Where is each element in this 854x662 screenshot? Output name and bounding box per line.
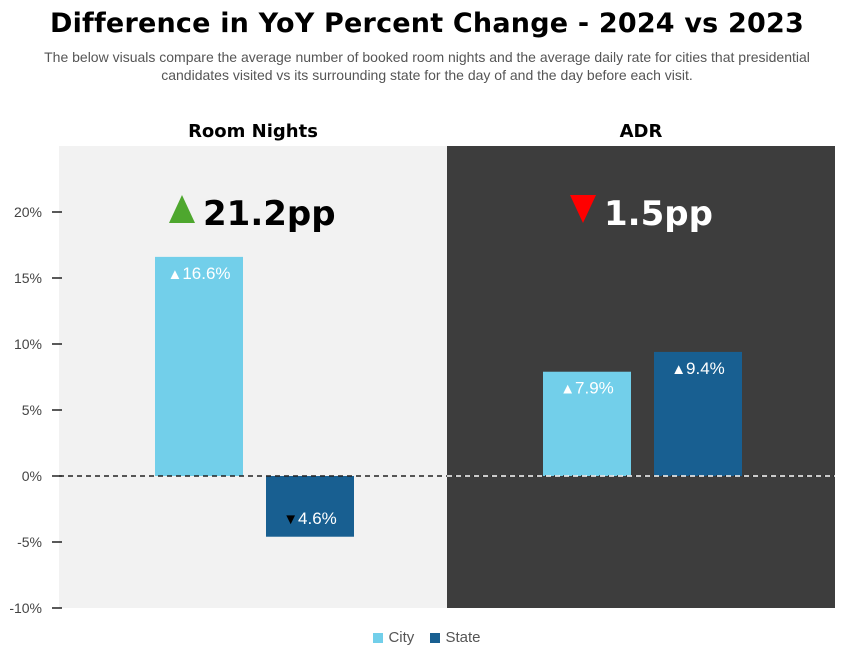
y-axis: 20% 15% 10% 5% 0% -5% -10% (9, 204, 62, 616)
data-label-value: 7.9% (575, 379, 614, 398)
legend: City State (0, 629, 854, 647)
data-label: ▲9.4% (671, 359, 725, 378)
data-label: ▲16.6% (167, 264, 230, 283)
y-tick-label: 0% (22, 468, 42, 484)
data-label-up-arrow-icon: ▲ (167, 266, 182, 283)
y-tick-label: 5% (22, 402, 42, 418)
data-label: ▲7.9% (560, 379, 614, 398)
legend-label-city: City (388, 629, 415, 646)
panel-headline: 21.2pp (203, 194, 336, 234)
bar-state (266, 476, 354, 537)
data-label-up-arrow-icon: ▲ (671, 361, 686, 378)
legend-item-state: State (430, 629, 481, 646)
y-tick-label: 20% (14, 204, 42, 220)
bars-layer: ▲16.6%▼4.6%▲7.9%▲9.4% (155, 256, 742, 537)
y-tick-label: -10% (9, 600, 42, 616)
panel-title: ADR (620, 121, 663, 142)
panels-layer: Room Nights 21.2pp ADR 1.5pp (59, 121, 835, 608)
y-tick-label: 10% (14, 336, 42, 352)
panel-headline: 1.5pp (604, 194, 713, 234)
down-arrow-icon (570, 195, 596, 223)
panel-background (59, 146, 447, 608)
legend-swatch-state (430, 632, 441, 643)
chart-subtitle: The below visuals compare the average nu… (44, 49, 810, 83)
up-arrow-icon (169, 195, 195, 223)
legend-item-city: City (373, 629, 414, 646)
data-label-value: 16.6% (182, 264, 230, 283)
data-label-down-arrow-icon: ▼ (283, 511, 298, 528)
legend-swatch-city (373, 632, 384, 643)
panel-title: Room Nights (188, 121, 318, 142)
bar-city (155, 256, 243, 476)
panel-background (447, 146, 835, 608)
y-tick-label: -5% (17, 534, 42, 550)
data-label-up-arrow-icon: ▲ (560, 381, 575, 398)
data-label: ▼4.6% (283, 509, 337, 528)
bar-state (654, 351, 742, 476)
chart-canvas: Room Nights 21.2pp ADR 1.5pp 20% 15% 10% 5% 0% -… (9, 121, 835, 616)
chart-title: Difference in YoY Percent Change - 2024 … (49, 8, 805, 39)
bar-city (543, 371, 631, 476)
y-tick-label: 15% (14, 270, 42, 286)
data-label-value: 4.6% (298, 509, 337, 528)
data-label-value: 9.4% (686, 359, 725, 378)
legend-label-state: State (445, 629, 481, 646)
